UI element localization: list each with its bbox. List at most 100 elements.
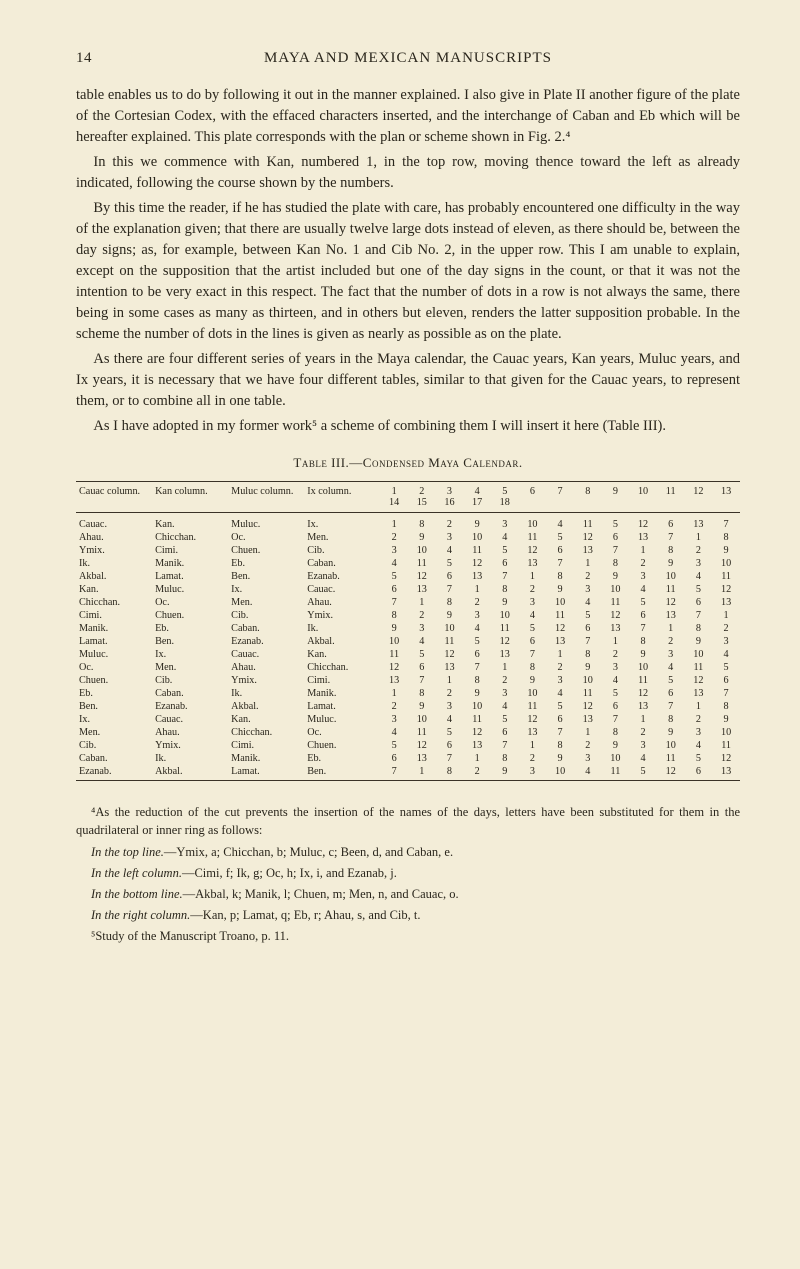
table-cell: 10 <box>546 596 574 609</box>
table-cell: 8 <box>685 622 713 635</box>
table-cell: 4 <box>574 596 602 609</box>
table-cell: 8 <box>602 726 630 739</box>
table-cell: 8 <box>408 513 436 532</box>
table-cell: 12 <box>546 622 574 635</box>
table-cell: 6 <box>380 583 408 596</box>
table-cell: Ik. <box>228 687 304 700</box>
table-cell: 13 <box>491 648 519 661</box>
table-cell: 7 <box>519 648 547 661</box>
table-cell: Eb. <box>304 752 380 765</box>
table-cell: 2 <box>546 661 574 674</box>
footnote-text: —Ymix, a; Chicchan, b; Muluc, c; Been, d… <box>164 845 453 859</box>
table-cell: 6 <box>657 513 685 532</box>
table-cell: 2 <box>574 739 602 752</box>
footnotes: ⁴As the reduction of the cut prevents th… <box>76 803 740 945</box>
table-cell: Manik. <box>228 752 304 765</box>
table-row: Oc.Men.Ahau.Chicchan.12613718293104115 <box>76 661 740 674</box>
table-cell: Chicchan. <box>304 661 380 674</box>
table-cell: 4 <box>463 622 491 635</box>
table-header-cell: 518 <box>491 482 519 513</box>
table-cell: 11 <box>657 583 685 596</box>
table-cell: 6 <box>546 713 574 726</box>
table-cell: 8 <box>712 700 740 713</box>
table-cell: Eb. <box>152 622 228 635</box>
footnote-label: In the bottom line. <box>91 887 183 901</box>
table-header-cell: Ix column. <box>304 482 380 513</box>
table-cell: Cib. <box>76 739 152 752</box>
table-header-cell: 13 <box>712 482 740 513</box>
table-cell: 11 <box>629 674 657 687</box>
table-row: Ezanab.Akbal.Lamat.Ben.71829310411512613 <box>76 765 740 781</box>
table-cell: 10 <box>491 609 519 622</box>
table-cell: 12 <box>574 700 602 713</box>
table-cell: 12 <box>380 661 408 674</box>
table-cell: 7 <box>629 622 657 635</box>
table-cell: 5 <box>685 752 713 765</box>
table-cell: 5 <box>491 544 519 557</box>
table-cell: 7 <box>685 609 713 622</box>
footnote-4-line-top: In the top line.—Ymix, a; Chicchan, b; M… <box>76 843 740 861</box>
table-cell: 8 <box>602 557 630 570</box>
table-cell: 10 <box>657 739 685 752</box>
table-cell: 3 <box>685 557 713 570</box>
footnote-label: In the left column. <box>91 866 182 880</box>
table-cell: Caban. <box>228 622 304 635</box>
table-cell: 1 <box>574 557 602 570</box>
table-cell: 9 <box>574 661 602 674</box>
table-cell: 9 <box>408 700 436 713</box>
table-cell: Muluc. <box>228 513 304 532</box>
table-cell: 5 <box>436 726 464 739</box>
table-cell: 5 <box>380 570 408 583</box>
table-cell: 11 <box>408 726 436 739</box>
table-cell: Akbal. <box>76 570 152 583</box>
table-cell: Muluc. <box>152 583 228 596</box>
table-cell: 8 <box>629 635 657 648</box>
table-cell: 13 <box>629 700 657 713</box>
table-cell: 7 <box>602 713 630 726</box>
table-cell: 11 <box>712 739 740 752</box>
table-cell: 5 <box>436 557 464 570</box>
table-cell: 3 <box>436 700 464 713</box>
table-cell: 11 <box>657 752 685 765</box>
table-cell: 3 <box>380 713 408 726</box>
footnote-text: —Cimi, f; Ik, g; Oc, h; Ix, i, and Ezana… <box>182 866 397 880</box>
table-cell: 12 <box>519 544 547 557</box>
table-cell: 3 <box>519 596 547 609</box>
table-cell: 7 <box>491 570 519 583</box>
table-cell: Manik. <box>76 622 152 635</box>
page-header: 14 MAYA AND MEXICAN MANUSCRIPTS <box>76 50 740 67</box>
table-cell: 5 <box>574 609 602 622</box>
table-cell: 12 <box>574 531 602 544</box>
table-cell: 9 <box>519 674 547 687</box>
table-cell: 9 <box>712 713 740 726</box>
table-cell: Caban. <box>304 557 380 570</box>
table-cell: 1 <box>380 513 408 532</box>
table-cell: 6 <box>629 609 657 622</box>
table-cell: 13 <box>408 752 436 765</box>
table-cell: Cauac. <box>152 713 228 726</box>
table-body: Cauac.Kan.Muluc.Ix.18293104115126137Ahau… <box>76 513 740 781</box>
table-cell: 11 <box>519 700 547 713</box>
footnote-4-line-right: In the right column.—Kan, p; Lamat, q; E… <box>76 906 740 924</box>
table-cell: 11 <box>436 635 464 648</box>
table-cell: Oc. <box>304 726 380 739</box>
table-cell: 13 <box>546 635 574 648</box>
footnote-4-line-bottom: In the bottom line.—Akbal, k; Manik, l; … <box>76 885 740 903</box>
table-cell: 3 <box>546 674 574 687</box>
table-cell: 10 <box>602 583 630 596</box>
table-cell: 10 <box>519 513 547 532</box>
footnote-4-intro: ⁴As the reduction of the cut prevents th… <box>76 803 740 839</box>
table-cell: 1 <box>408 765 436 781</box>
table-cell: Oc. <box>76 661 152 674</box>
table-cell: 3 <box>574 752 602 765</box>
table-cell: 13 <box>463 570 491 583</box>
table-cell: Ymix. <box>228 674 304 687</box>
table-cell: Cauac. <box>228 648 304 661</box>
table-cell: 10 <box>519 687 547 700</box>
table-cell: Ezanab. <box>304 570 380 583</box>
table-cell: 13 <box>380 674 408 687</box>
table-cell: Cauac. <box>76 513 152 532</box>
table-cell: 5 <box>546 700 574 713</box>
table-cell: 13 <box>602 622 630 635</box>
table-cell: Ymix. <box>152 739 228 752</box>
